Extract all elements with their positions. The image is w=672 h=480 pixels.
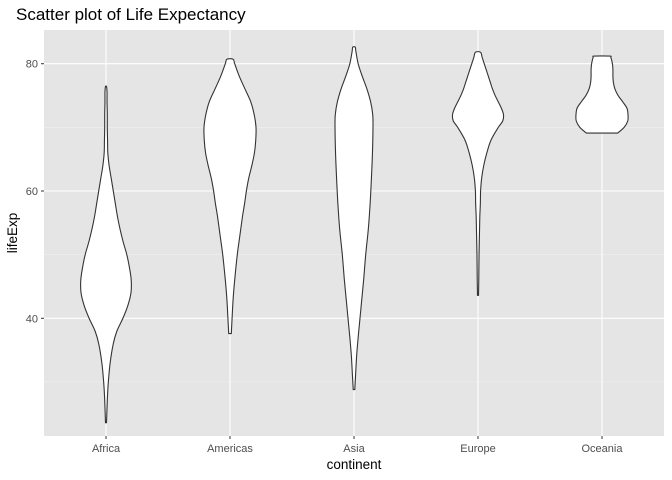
y-tick-label: 60 <box>26 186 38 198</box>
chart-title: Scatter plot of Life Expectancy <box>16 5 246 24</box>
violin-asia <box>334 46 374 391</box>
violin-americas <box>203 58 257 335</box>
y-axis-title: lifeExp <box>5 213 20 254</box>
violin-africa <box>80 85 132 424</box>
y-axis: 40 60 80 <box>26 59 44 325</box>
x-axis: Africa Americas Asia Europe Oceania <box>92 436 623 455</box>
violin-oceania <box>575 55 629 134</box>
x-tick-label: Americas <box>207 443 253 455</box>
x-tick-label: Europe <box>460 443 495 455</box>
x-axis-title: continent <box>327 457 382 472</box>
y-tick-label: 80 <box>26 59 38 71</box>
x-tick-label: Asia <box>343 443 365 455</box>
x-tick-label: Oceania <box>582 443 624 455</box>
y-tick-label: 40 <box>26 313 38 325</box>
x-tick-label: Africa <box>92 443 121 455</box>
violins <box>80 46 629 424</box>
violin-europe <box>451 51 505 296</box>
